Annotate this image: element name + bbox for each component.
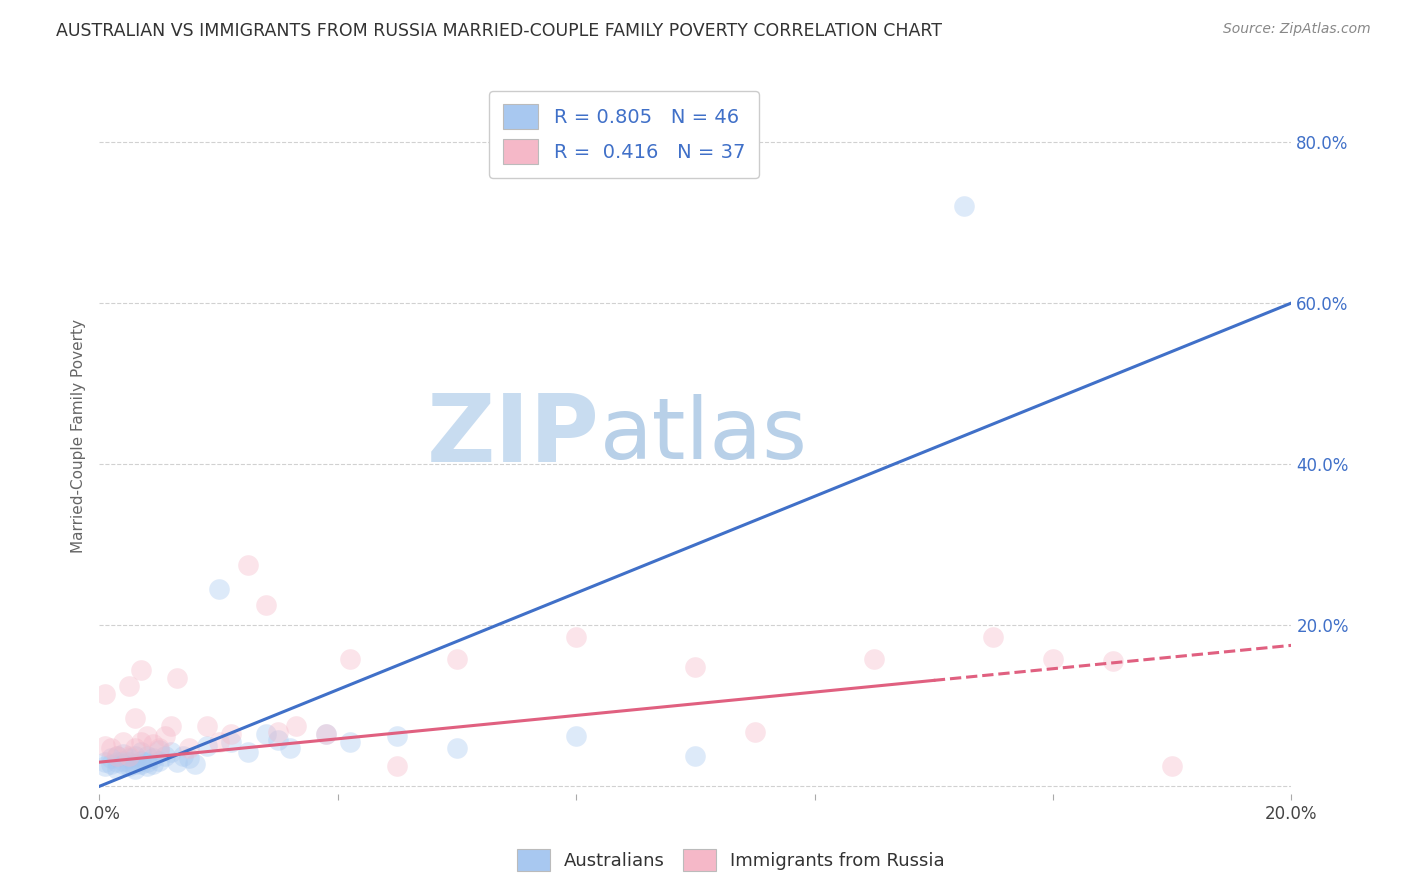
Point [160,719,183,733]
Point [153,730,176,744]
Point [177,740,200,755]
Point [184,756,207,771]
Text: atlas: atlas [600,394,808,477]
Point [285,719,308,733]
Legend: R = 0.805   N = 46, R =  0.416   N = 37: R = 0.805 N = 46, R = 0.416 N = 37 [489,91,758,178]
Legend: Australians, Immigrants from Russia: Australians, Immigrants from Russia [510,842,952,879]
Point [278,740,301,755]
Point [267,724,290,739]
Point [148,754,170,768]
Point [166,671,188,685]
Point [100,756,122,771]
Point [219,735,242,749]
Point [118,679,141,693]
Point [118,755,141,769]
Point [148,740,170,755]
Point [446,652,468,666]
Text: ZIP: ZIP [427,390,600,482]
Point [254,727,277,741]
Point [685,660,707,674]
Point [339,735,361,749]
Point [142,756,165,771]
Point [315,727,337,741]
Point [94,739,117,753]
Point [129,754,152,768]
Point [219,727,242,741]
Point [136,759,159,773]
Point [238,746,260,760]
Point [94,687,117,701]
Point [148,743,170,757]
Point [112,747,135,761]
Point [254,598,277,612]
Point [1101,655,1123,669]
Point [105,755,128,769]
Point [136,730,159,744]
Point [105,762,128,776]
Point [387,759,409,773]
Point [118,759,141,773]
Point [1161,759,1184,773]
Point [565,730,588,744]
Point [124,711,146,725]
Point [952,199,974,213]
Point [124,756,146,771]
Point [339,652,361,666]
Point [100,751,122,765]
Point [136,748,159,763]
Point [153,748,176,763]
Text: AUSTRALIAN VS IMMIGRANTS FROM RUSSIA MARRIED-COUPLE FAMILY POVERTY CORRELATION C: AUSTRALIAN VS IMMIGRANTS FROM RUSSIA MAR… [56,22,942,40]
Point [124,748,146,763]
Point [124,762,146,776]
Point [94,755,117,769]
Point [863,652,886,666]
Point [160,746,183,760]
Point [177,751,200,765]
Point [685,748,707,763]
Point [208,582,231,596]
Point [238,558,260,572]
Point [195,719,218,733]
Point [142,751,165,765]
Text: Source: ZipAtlas.com: Source: ZipAtlas.com [1223,22,1371,37]
Point [172,748,194,763]
Point [94,759,117,773]
Point [118,751,141,765]
Point [565,630,588,644]
Point [142,738,165,752]
Point [124,740,146,755]
Point [112,735,135,749]
Point [100,740,122,755]
Point [315,727,337,741]
Point [267,732,290,747]
Point [983,630,1005,644]
Point [105,748,128,763]
Point [129,663,152,677]
Point [112,754,135,768]
Point [118,748,141,763]
Point [744,724,766,739]
Point [129,756,152,771]
Point [195,739,218,753]
Point [1042,652,1064,666]
Point [166,755,188,769]
Point [129,746,152,760]
Point [387,730,409,744]
Y-axis label: Married-Couple Family Poverty: Married-Couple Family Poverty [72,319,86,553]
Point [446,740,468,755]
Point [136,755,159,769]
Point [208,735,231,749]
Point [112,756,135,771]
Point [105,748,128,763]
Point [129,735,152,749]
